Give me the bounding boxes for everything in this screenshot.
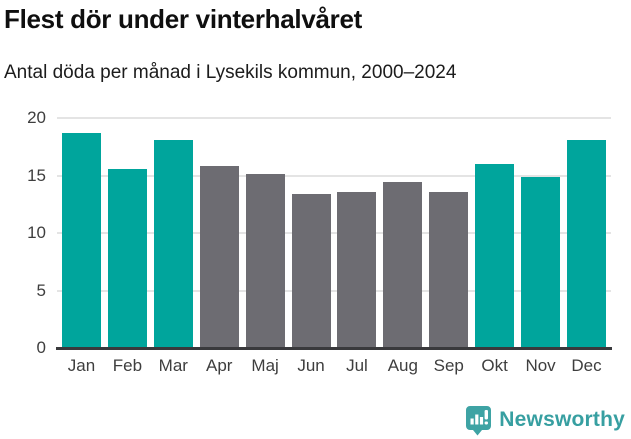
x-tick-label-mar: Mar [158, 356, 188, 375]
x-tick-label-apr: Apr [205, 356, 233, 375]
brand-footer: Newsworthy [465, 404, 625, 436]
y-tick-label-20: 20 [27, 108, 46, 127]
bar-chart-plot-area [56, 117, 612, 350]
x-axis-tick-labels: Jan Feb Mar Apr Maj Jun Jul Aug Sep Okt Nov Dec [57, 356, 611, 376]
y-axis-tick-labels: 0 5 10 15 20 [0, 108, 46, 357]
bar-jan [62, 132, 101, 348]
y-tick-label-10: 10 [27, 223, 46, 242]
bar-dec [566, 139, 606, 348]
bar-okt [475, 164, 515, 348]
gridline-10 [57, 232, 611, 234]
x-tick-label-aug: Aug [387, 356, 418, 375]
newsworthy-logo-icon [466, 405, 492, 435]
bar-series [57, 118, 611, 348]
bar-maj [245, 174, 285, 348]
x-tick-label-okt: Okt [481, 356, 508, 375]
bar-apr [199, 166, 239, 348]
gridline-5 [57, 289, 611, 292]
x-tick-label-jul: Jul [346, 356, 368, 375]
bar-jul [337, 191, 377, 348]
brand-name: Newsworthy [499, 408, 625, 431]
x-tick-label-jun: Jun [297, 356, 325, 375]
page-title: Flest dör under vinterhalvåret [4, 4, 362, 34]
bar-nov [521, 176, 561, 348]
gridline-15 [57, 174, 611, 177]
chart-subtitle: Antal döda per månad i Lysekils kommun, … [4, 62, 457, 83]
x-tick-label-feb: Feb [112, 356, 143, 375]
y-tick-label-5: 5 [36, 280, 46, 300]
x-tick-label-sep: Sep [433, 356, 464, 375]
bar-feb [107, 168, 147, 348]
gridline-20 [57, 117, 611, 119]
x-tick-label-maj: Maj [251, 356, 279, 375]
bar-jun [291, 193, 331, 348]
x-axis-line [56, 347, 612, 350]
x-tick-label-nov: Nov [525, 356, 556, 375]
bar-mar [153, 139, 193, 348]
y-tick-label-0: 0 [36, 338, 46, 357]
bar-sep [429, 191, 469, 348]
bar-aug [383, 182, 423, 348]
x-tick-label-jan: Jan [67, 356, 96, 375]
y-tick-label-15: 15 [27, 165, 46, 185]
x-tick-label-dec: Dec [571, 356, 602, 375]
